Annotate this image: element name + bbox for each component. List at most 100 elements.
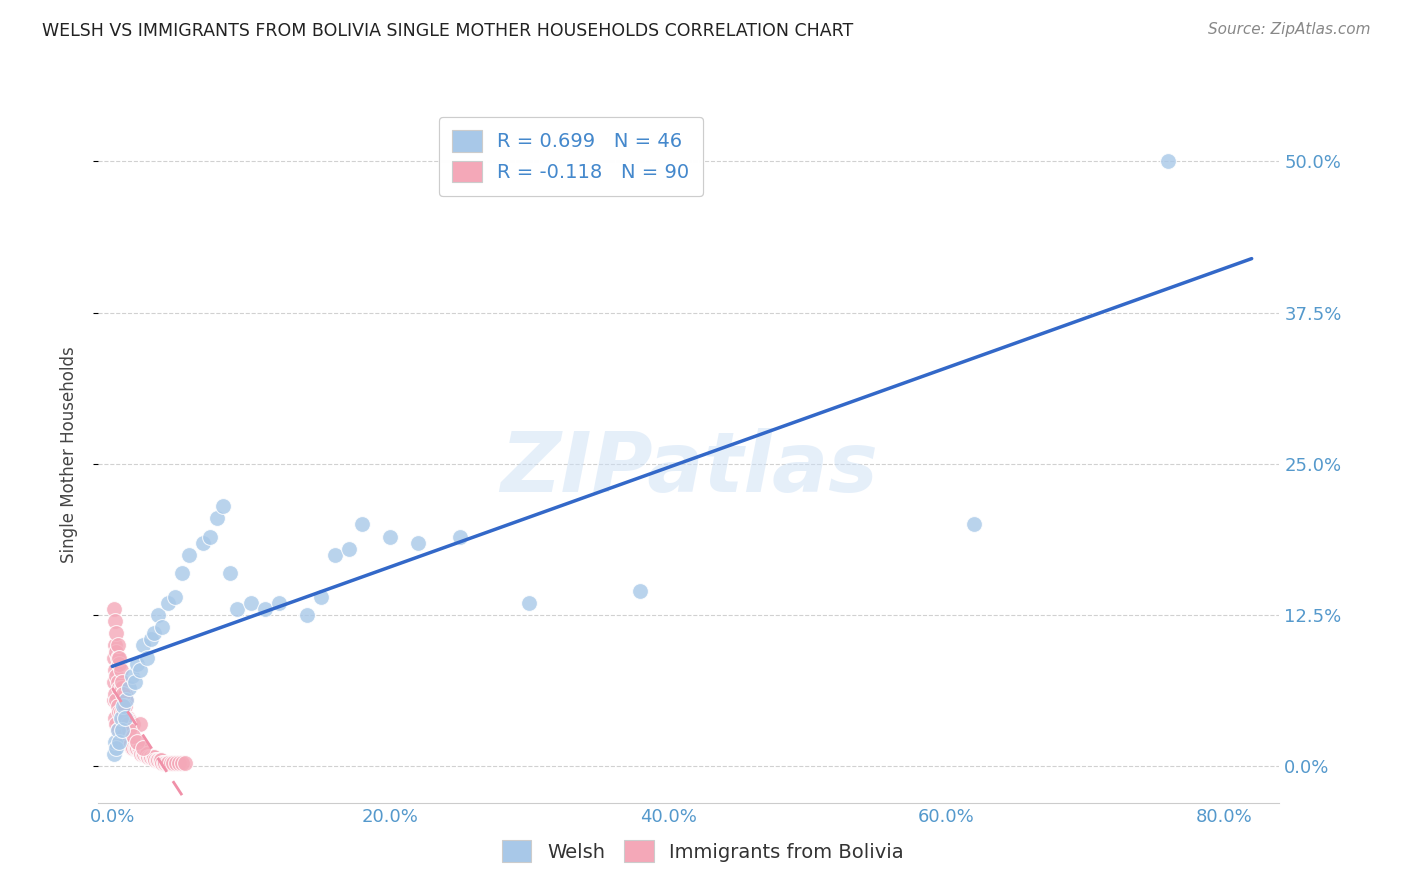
Point bbox=[108, 650, 131, 665]
Text: Source: ZipAtlas.com: Source: ZipAtlas.com bbox=[1208, 22, 1371, 37]
Legend: R = 0.699   N = 46, R = -0.118   N = 90: R = 0.699 N = 46, R = -0.118 N = 90 bbox=[439, 117, 703, 196]
Point bbox=[323, 548, 346, 562]
Point bbox=[115, 735, 138, 749]
Point bbox=[115, 693, 138, 707]
Legend: Welsh, Immigrants from Bolivia: Welsh, Immigrants from Bolivia bbox=[491, 829, 915, 873]
Point bbox=[149, 754, 172, 768]
Point bbox=[114, 711, 136, 725]
Point bbox=[104, 735, 127, 749]
Point bbox=[107, 698, 129, 713]
Point bbox=[115, 693, 138, 707]
Point bbox=[112, 687, 135, 701]
Point bbox=[131, 747, 153, 762]
Point bbox=[122, 729, 145, 743]
Point bbox=[111, 681, 134, 695]
Point bbox=[142, 749, 165, 764]
Point bbox=[226, 602, 249, 616]
Point bbox=[406, 535, 429, 549]
Point bbox=[105, 693, 128, 707]
Point bbox=[150, 756, 173, 770]
Point bbox=[141, 749, 163, 764]
Point bbox=[138, 749, 160, 764]
Point bbox=[205, 511, 228, 525]
Point bbox=[127, 735, 149, 749]
Point bbox=[129, 741, 152, 756]
Point bbox=[337, 541, 360, 556]
Point bbox=[112, 705, 135, 719]
Point bbox=[121, 741, 143, 756]
Point bbox=[132, 639, 155, 653]
Point bbox=[963, 517, 986, 532]
Point bbox=[105, 717, 128, 731]
Point bbox=[128, 741, 150, 756]
Point bbox=[111, 735, 134, 749]
Point bbox=[103, 602, 125, 616]
Point bbox=[103, 747, 125, 762]
Point bbox=[112, 698, 135, 713]
Point bbox=[115, 711, 138, 725]
Point bbox=[156, 596, 179, 610]
Point bbox=[108, 729, 131, 743]
Point bbox=[139, 749, 162, 764]
Point bbox=[127, 657, 149, 671]
Point bbox=[112, 729, 135, 743]
Point bbox=[159, 756, 181, 770]
Point bbox=[167, 756, 190, 770]
Point bbox=[146, 608, 169, 623]
Point bbox=[120, 738, 142, 752]
Point bbox=[103, 650, 125, 665]
Point bbox=[104, 663, 127, 677]
Point bbox=[105, 626, 128, 640]
Point bbox=[267, 596, 290, 610]
Point bbox=[110, 729, 132, 743]
Point bbox=[110, 663, 132, 677]
Point bbox=[124, 741, 146, 756]
Point bbox=[122, 717, 145, 731]
Point bbox=[120, 714, 142, 728]
Point bbox=[107, 650, 129, 665]
Point bbox=[108, 705, 131, 719]
Point bbox=[162, 756, 184, 770]
Y-axis label: Single Mother Households: Single Mother Households bbox=[59, 347, 77, 563]
Point bbox=[219, 566, 242, 580]
Point bbox=[105, 741, 128, 756]
Point bbox=[107, 723, 129, 738]
Point bbox=[143, 626, 166, 640]
Point bbox=[114, 687, 136, 701]
Point bbox=[127, 741, 149, 756]
Point bbox=[165, 756, 187, 770]
Text: ZIPatlas: ZIPatlas bbox=[501, 428, 877, 509]
Point bbox=[118, 735, 141, 749]
Point bbox=[198, 530, 221, 544]
Point bbox=[108, 735, 131, 749]
Point bbox=[309, 590, 332, 604]
Point bbox=[107, 639, 129, 653]
Point bbox=[150, 620, 173, 634]
Point bbox=[105, 644, 128, 658]
Point bbox=[117, 717, 139, 731]
Point bbox=[115, 711, 138, 725]
Point bbox=[107, 723, 129, 738]
Point bbox=[135, 747, 157, 762]
Point bbox=[110, 711, 132, 725]
Point bbox=[104, 639, 127, 653]
Point bbox=[132, 741, 155, 756]
Point bbox=[122, 741, 145, 756]
Point bbox=[143, 749, 166, 764]
Point bbox=[108, 657, 131, 671]
Point bbox=[153, 756, 176, 770]
Point bbox=[352, 517, 374, 532]
Point bbox=[110, 705, 132, 719]
Point bbox=[145, 754, 167, 768]
Point bbox=[111, 711, 134, 725]
Point bbox=[628, 584, 651, 599]
Point bbox=[111, 723, 134, 738]
Point bbox=[111, 674, 134, 689]
Point bbox=[146, 754, 169, 768]
Point bbox=[212, 500, 235, 514]
Point bbox=[132, 747, 155, 762]
Point bbox=[295, 608, 318, 623]
Point bbox=[191, 535, 214, 549]
Point bbox=[117, 711, 139, 725]
Point bbox=[125, 741, 148, 756]
